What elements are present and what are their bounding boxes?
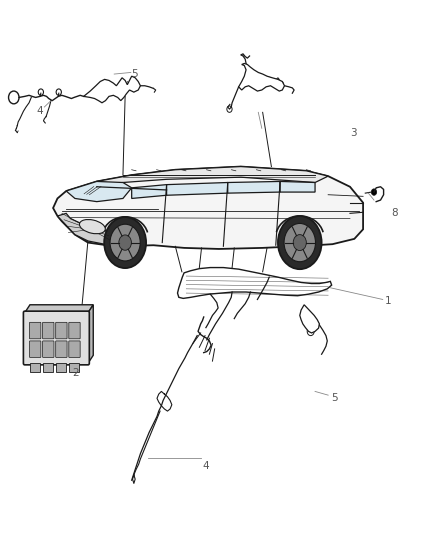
Polygon shape — [57, 213, 114, 245]
Circle shape — [371, 189, 377, 195]
Circle shape — [227, 106, 232, 112]
Polygon shape — [30, 364, 39, 372]
FancyBboxPatch shape — [29, 322, 41, 339]
Circle shape — [56, 89, 61, 95]
Text: 1: 1 — [385, 296, 392, 306]
Ellipse shape — [79, 220, 105, 234]
Text: 8: 8 — [392, 208, 398, 219]
Polygon shape — [56, 364, 66, 372]
Circle shape — [284, 223, 315, 262]
Polygon shape — [166, 182, 228, 195]
FancyBboxPatch shape — [56, 341, 67, 358]
Circle shape — [9, 91, 19, 104]
Text: 4: 4 — [202, 461, 209, 471]
FancyBboxPatch shape — [69, 341, 80, 358]
Text: 2: 2 — [73, 368, 79, 378]
Text: 3: 3 — [350, 127, 357, 138]
Polygon shape — [280, 181, 315, 192]
Polygon shape — [53, 166, 363, 249]
Circle shape — [119, 235, 131, 250]
Circle shape — [293, 235, 306, 251]
FancyBboxPatch shape — [29, 341, 41, 358]
Circle shape — [104, 217, 146, 268]
Polygon shape — [84, 76, 141, 103]
Polygon shape — [69, 364, 79, 372]
FancyBboxPatch shape — [42, 322, 54, 339]
Text: 5: 5 — [132, 69, 138, 79]
Text: 4: 4 — [36, 106, 43, 116]
Circle shape — [307, 327, 314, 336]
Polygon shape — [25, 305, 93, 313]
Polygon shape — [132, 184, 166, 198]
Polygon shape — [43, 364, 53, 372]
Circle shape — [38, 89, 43, 95]
Circle shape — [278, 216, 321, 269]
FancyBboxPatch shape — [42, 341, 54, 358]
Polygon shape — [228, 181, 280, 193]
Circle shape — [110, 224, 140, 261]
FancyBboxPatch shape — [56, 322, 67, 339]
Polygon shape — [300, 305, 319, 333]
Polygon shape — [66, 181, 132, 201]
Text: 5: 5 — [332, 393, 338, 403]
Polygon shape — [177, 268, 332, 298]
FancyBboxPatch shape — [23, 311, 89, 365]
Polygon shape — [239, 63, 285, 91]
Polygon shape — [88, 305, 93, 364]
Polygon shape — [97, 166, 328, 188]
FancyBboxPatch shape — [69, 322, 80, 339]
